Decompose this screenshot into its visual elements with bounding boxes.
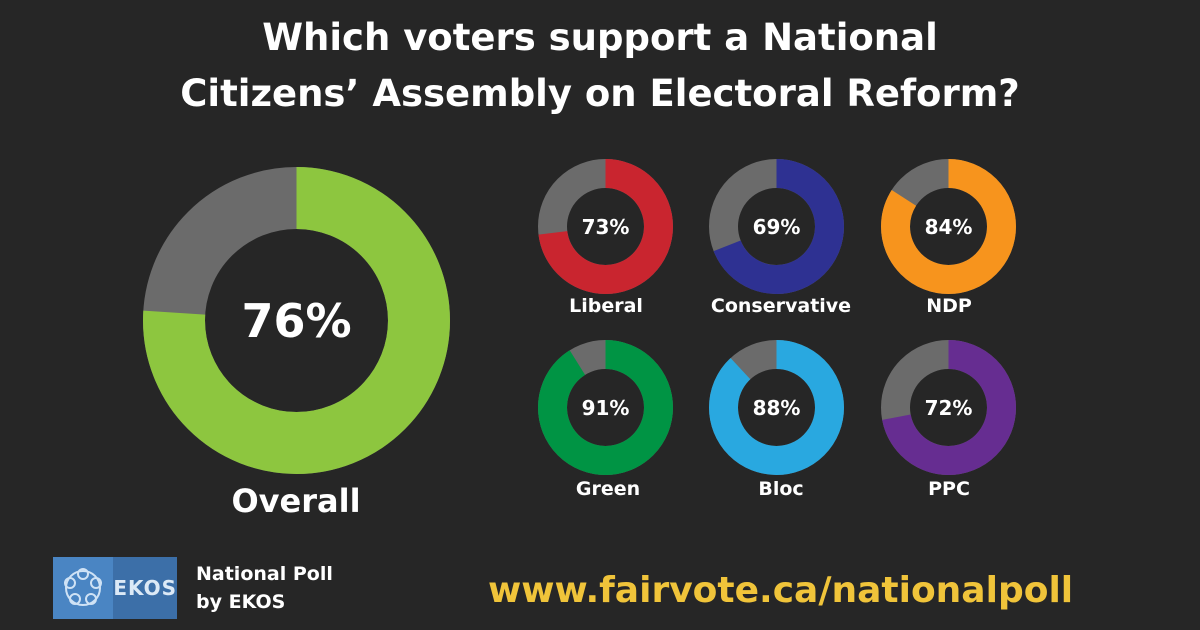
poll-line-1: National Poll bbox=[196, 563, 333, 585]
overall-label: Overall bbox=[231, 482, 361, 520]
ndp-label: NDP bbox=[926, 295, 972, 317]
bloc-donut: 88% bbox=[709, 340, 844, 475]
chart-title: Which voters support a National Citizens… bbox=[0, 10, 1200, 122]
title-line-1: Which voters support a National bbox=[262, 16, 938, 59]
liberal-label: Liberal bbox=[569, 295, 643, 317]
conservative-percent-label: 69% bbox=[752, 214, 801, 239]
green-support-slice bbox=[538, 340, 673, 475]
bloc-percent-label: 88% bbox=[752, 395, 801, 420]
bloc-donut-svg bbox=[709, 340, 844, 475]
ppc-support-slice bbox=[881, 340, 1016, 475]
ndp-percent-label: 84% bbox=[924, 214, 973, 239]
title-line-2: Citizens’ Assembly on Electoral Reform? bbox=[180, 72, 1020, 115]
ekos-emblem-icon bbox=[53, 557, 114, 619]
conservative-support-slice bbox=[709, 159, 844, 294]
conservative-donut-svg bbox=[709, 159, 844, 294]
ndp-support-slice bbox=[881, 159, 1016, 294]
overall-donut-svg bbox=[143, 167, 450, 474]
liberal-donut: 73% bbox=[538, 159, 673, 294]
ppc-label: PPC bbox=[928, 478, 970, 500]
liberal-support-slice bbox=[538, 159, 673, 294]
fairvote-url: www.fairvote.ca/nationalpoll bbox=[488, 570, 1074, 611]
ppc-donut: 72% bbox=[881, 340, 1016, 475]
ndp-donut-svg bbox=[881, 159, 1016, 294]
overall-percent-label: 76% bbox=[241, 293, 352, 348]
poll-line-2: by EKOS bbox=[196, 591, 286, 613]
ekos-logo: EKOS bbox=[53, 557, 177, 619]
overall-support-slice bbox=[143, 167, 450, 474]
liberal-donut-svg bbox=[538, 159, 673, 294]
bloc-support-slice bbox=[709, 340, 844, 475]
green-percent-label: 91% bbox=[581, 395, 630, 420]
bloc-label: Bloc bbox=[758, 478, 804, 500]
ppc-percent-label: 72% bbox=[924, 395, 973, 420]
ekos-logo-text: EKOS bbox=[113, 576, 177, 600]
liberal-percent-label: 73% bbox=[581, 214, 630, 239]
poll-credit: National Poll by EKOS bbox=[196, 560, 333, 616]
green-donut: 91% bbox=[538, 340, 673, 475]
green-donut-svg bbox=[538, 340, 673, 475]
green-label: Green bbox=[575, 478, 641, 500]
overall-donut: 76% bbox=[143, 167, 450, 474]
conservative-donut: 69% bbox=[709, 159, 844, 294]
conservative-label: Conservative bbox=[710, 295, 852, 317]
ppc-donut-svg bbox=[881, 340, 1016, 475]
ndp-donut: 84% bbox=[881, 159, 1016, 294]
